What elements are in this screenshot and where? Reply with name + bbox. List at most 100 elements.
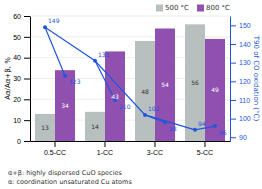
bar (155, 29, 175, 142)
tick-mark (230, 81, 236, 82)
tick-mark (24, 37, 30, 38)
tick-mark (24, 58, 30, 59)
tick-label: 110 (239, 97, 250, 104)
tick-label: 0.5-CC (44, 149, 66, 156)
point-label: 149 (48, 17, 60, 24)
tick-mark (24, 99, 30, 100)
tick-label: 40 (13, 54, 21, 61)
point-label: 123 (69, 78, 81, 85)
bar-label: 43 (111, 93, 119, 100)
axis-line (31, 141, 231, 142)
tick-mark (230, 63, 236, 64)
tick-mark (230, 100, 236, 101)
bar-series (35, 24, 205, 141)
tick-label: 10 (13, 117, 21, 124)
footnote: α: coordination unsaturated Cu atoms (8, 178, 132, 186)
tick: 20 (13, 96, 30, 103)
grid (30, 16, 230, 141)
bar-label: 56 (191, 79, 199, 86)
legend-swatch (197, 5, 204, 12)
tick-mark (155, 141, 156, 147)
tick: 60 (13, 13, 30, 20)
legend-label: 800 °C (206, 4, 230, 12)
tick-label: 100 (239, 115, 251, 122)
tick-mark (24, 79, 30, 80)
bar-label: 13 (41, 124, 49, 131)
tick-label: 120 (239, 78, 251, 85)
tick-mark (24, 16, 30, 17)
chart: 13144856344354491491311029412311098960.5… (0, 0, 262, 189)
data-labels: 1314485634435449149131102941231109896 (41, 17, 227, 136)
tick-label: 130 (239, 59, 251, 66)
tick-label: 1-CC (97, 149, 113, 156)
marker (93, 59, 97, 63)
tick-label: 50 (13, 34, 21, 41)
tick-label: 30 (13, 75, 21, 82)
y2-axis: 90 100 110 120 130 140 150 (230, 17, 251, 142)
tick: 120 (230, 78, 251, 85)
bar (185, 24, 205, 141)
tick: 30 (13, 75, 30, 82)
bar-label: 34 (61, 102, 69, 109)
x-axis: 0.5-CC 1-CC 3-CC 5-CC (31, 141, 231, 156)
legend: 500 °C 800 °C (156, 4, 230, 12)
point-label: 98 (169, 125, 177, 132)
tick-label: 90 (239, 134, 247, 141)
tick: 40 (13, 54, 30, 61)
plot: 13144856344354491491311029412311098960.5… (13, 13, 251, 156)
tick: 100 (230, 115, 251, 122)
tick-label: 140 (239, 41, 251, 48)
marker (143, 113, 147, 117)
tick-label: 60 (13, 13, 21, 20)
marker (63, 74, 67, 78)
tick-label: 3-CC (147, 149, 163, 156)
bar (205, 39, 225, 141)
tick-mark (55, 141, 56, 147)
tick: 90 (230, 134, 247, 141)
tick-label: 150 (239, 22, 251, 29)
tick: 0 (17, 138, 30, 145)
bar-label: 48 (141, 88, 149, 95)
marker (213, 124, 217, 128)
tick-mark (105, 141, 106, 147)
bar-label: 54 (161, 81, 169, 88)
bar-series (55, 29, 225, 142)
tick: 0.5-CC (44, 141, 66, 156)
tick-mark (230, 119, 236, 120)
marker (193, 128, 197, 132)
tick: 130 (230, 59, 251, 66)
point-label: 110 (119, 103, 131, 110)
tick: 10 (13, 117, 30, 124)
tick-mark (230, 137, 236, 138)
tick-mark (24, 120, 30, 121)
bar-label: 14 (91, 123, 99, 130)
y-axis-title: Aα/Aα+β, % (4, 57, 12, 100)
y-axis: 0 10 20 30 40 50 60 (13, 13, 30, 145)
point-label: 131 (98, 51, 110, 58)
bar (85, 112, 105, 141)
bar (35, 114, 55, 141)
marks (35, 24, 225, 141)
bar (135, 41, 155, 141)
marker (43, 25, 47, 29)
axis-line (30, 17, 31, 142)
footnote: α+β: highly dispersed CuO species (8, 169, 122, 177)
tick: 150 (230, 22, 251, 29)
tick: 50 (13, 34, 30, 41)
legend-item: 500 °C (156, 4, 189, 12)
tick-mark (230, 44, 236, 45)
tick-mark (230, 25, 236, 26)
bar (105, 51, 125, 141)
axis-line (230, 17, 231, 142)
point-label: 94 (198, 120, 206, 127)
legend-item: 800 °C (197, 4, 230, 12)
tick: 140 (230, 41, 251, 48)
marker (163, 120, 167, 124)
tick-mark (24, 141, 30, 142)
tick-label: 0 (17, 138, 21, 145)
tick: 5-CC (197, 141, 213, 156)
tick: 1-CC (97, 141, 113, 156)
point-label: 96 (219, 129, 227, 136)
y2-axis-title: T90 of CO oxidation (°C) (252, 35, 260, 122)
tick: 110 (230, 97, 250, 104)
